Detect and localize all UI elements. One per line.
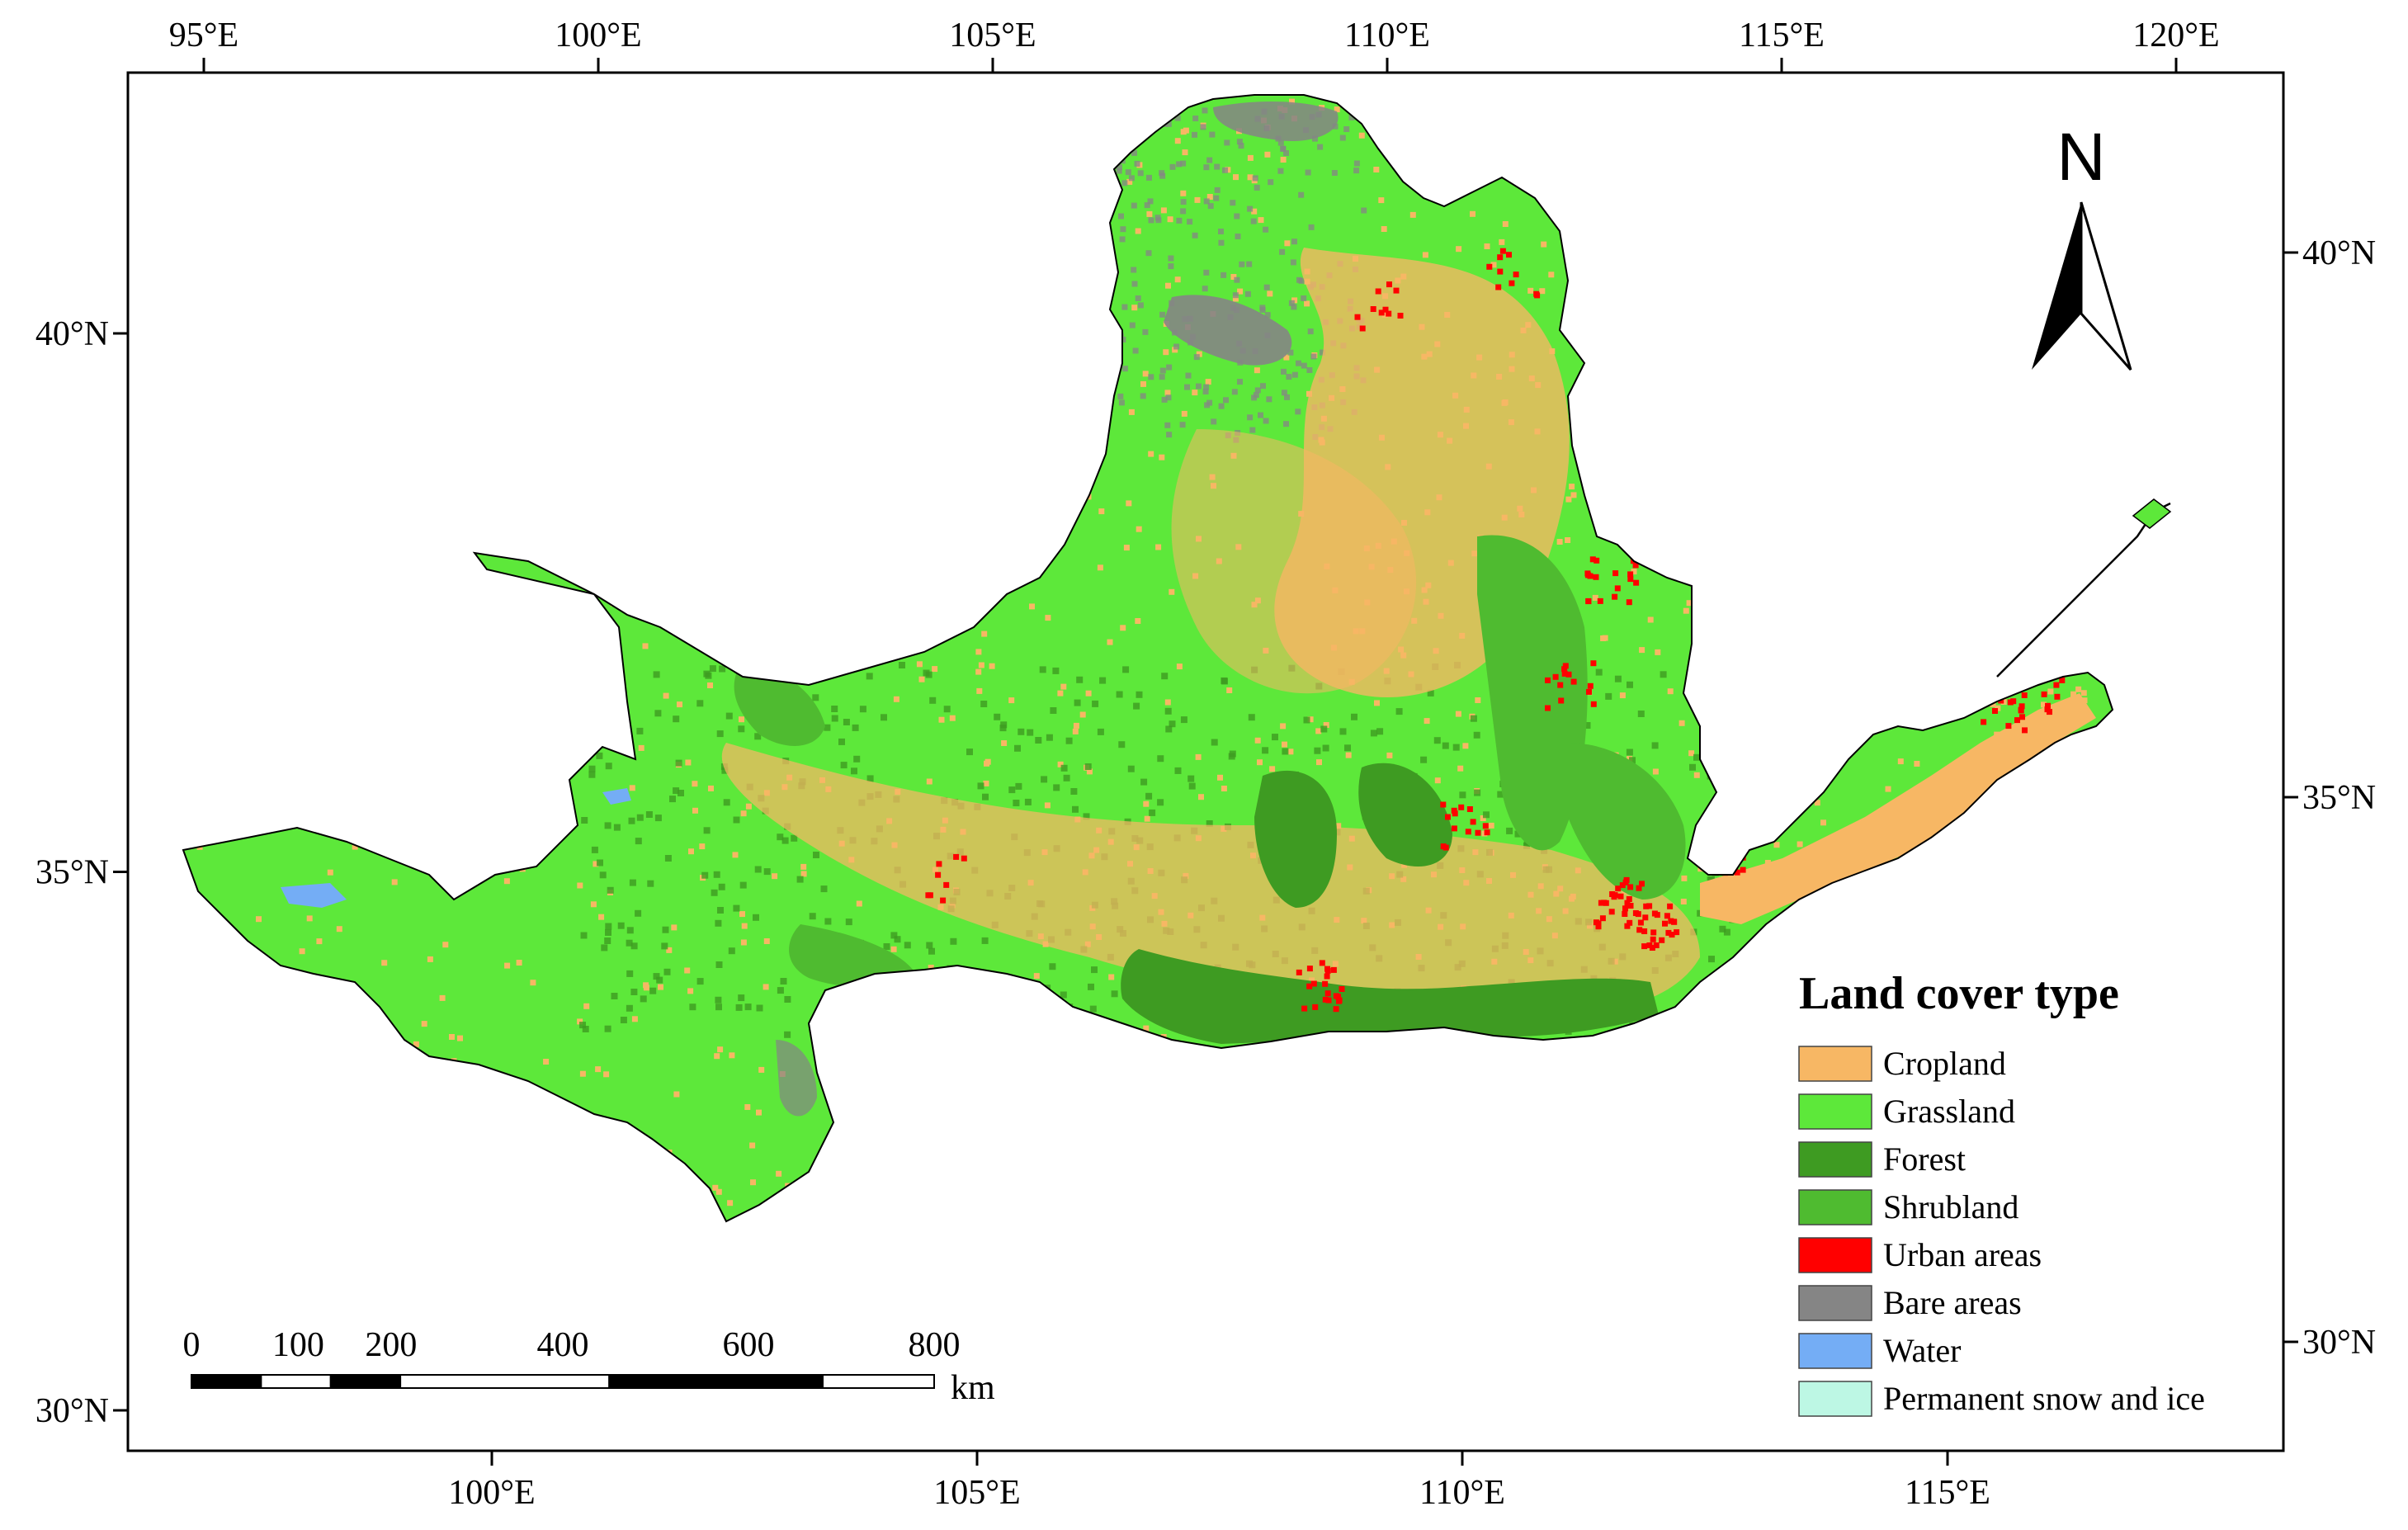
legend-label: Grassland bbox=[1883, 1093, 2015, 1130]
bottom-longitude-ticks: 100°E 105°E 110°E 115°E bbox=[448, 1451, 1990, 1512]
legend-title: Land cover type bbox=[1799, 968, 2119, 1019]
legend-label: Cropland bbox=[1883, 1045, 2006, 1082]
cropland-north-plateau bbox=[1171, 429, 1417, 694]
left-latitude-ticks: 40°N 35°N 30°N bbox=[35, 315, 128, 1430]
north-arrow-label: N bbox=[2056, 120, 2105, 195]
left-tick-label: 35°N bbox=[35, 854, 109, 892]
bare-southwest bbox=[776, 1040, 817, 1117]
bare-hetao-desert bbox=[1164, 295, 1292, 366]
legend-swatch bbox=[1798, 1189, 1872, 1225]
scale-unit-label: km bbox=[951, 1369, 995, 1407]
top-tick-label: 120°E bbox=[2132, 17, 2219, 54]
cropland-lower-reach bbox=[1700, 693, 2096, 924]
scale-tick-label: 100 bbox=[272, 1326, 324, 1364]
legend-swatch bbox=[1798, 1333, 1872, 1369]
bare-north-edge bbox=[1213, 102, 1339, 141]
right-latitude-ticks: 40°N 35°N 30°N bbox=[2283, 234, 2376, 1362]
cropland-central-band bbox=[721, 743, 1701, 1018]
right-tick-label: 40°N bbox=[2302, 234, 2376, 272]
river-mouth-patch bbox=[2132, 498, 2172, 529]
scale-bar: 0 100 200 400 600 800 km bbox=[183, 1326, 996, 1407]
basin-boundary bbox=[182, 94, 2114, 1223]
urban-areas bbox=[925, 248, 2066, 1013]
top-tick-label: 105°E bbox=[949, 17, 1036, 54]
legend: Land cover type Cropland Grassland Forest S… bbox=[1798, 968, 2205, 1417]
legend-swatch bbox=[1798, 1046, 1872, 1082]
top-longitude-ticks: 95°E 100°E 105°E 110°E 115°E 120°E bbox=[169, 17, 2220, 73]
scale-tick-label: 600 bbox=[723, 1326, 775, 1364]
lower-reach-channel bbox=[1996, 502, 2171, 678]
legend-swatch bbox=[1798, 1285, 1872, 1321]
scale-tick-label: 800 bbox=[909, 1326, 961, 1364]
forest-ziwuling bbox=[1254, 770, 1337, 908]
top-tick-label: 115°E bbox=[1739, 17, 1825, 54]
legend-label: Forest bbox=[1883, 1140, 1966, 1178]
north-arrow-left-half bbox=[2032, 202, 2081, 370]
scale-tick-label: 400 bbox=[537, 1326, 589, 1364]
legend-label: Bare areas bbox=[1883, 1284, 2022, 1321]
map-frame bbox=[126, 71, 2285, 1452]
north-arrow-right-half bbox=[2080, 201, 2132, 371]
legend-swatch bbox=[1798, 1093, 1872, 1130]
scale-segment bbox=[191, 1374, 262, 1389]
scale-segment bbox=[329, 1374, 402, 1389]
water-small-lake bbox=[602, 788, 631, 805]
legend-swatch bbox=[1798, 1381, 1872, 1417]
shrubland-east-edge bbox=[1568, 743, 1686, 900]
north-arrow: N bbox=[2032, 120, 2132, 371]
left-tick-label: 30°N bbox=[35, 1392, 109, 1430]
legend-label: Urban areas bbox=[1883, 1236, 2042, 1273]
left-tick-label: 40°N bbox=[35, 315, 109, 353]
scale-tick-label: 200 bbox=[365, 1326, 417, 1364]
bottom-tick-label: 105°E bbox=[933, 1474, 1020, 1512]
bottom-tick-label: 100°E bbox=[448, 1474, 535, 1512]
scale-segment bbox=[260, 1374, 332, 1389]
forest-huanglong bbox=[1358, 763, 1452, 867]
scale-segment bbox=[399, 1374, 611, 1389]
legend-label: Shrubland bbox=[1883, 1188, 2018, 1225]
legend-label: Water bbox=[1883, 1332, 1962, 1369]
legend-swatch bbox=[1798, 1237, 1872, 1273]
water-gyaring-ngoring bbox=[281, 883, 347, 908]
scale-segment bbox=[822, 1374, 935, 1389]
top-tick-label: 100°E bbox=[555, 17, 641, 54]
right-tick-label: 35°N bbox=[2302, 779, 2376, 817]
scale-segment bbox=[608, 1374, 824, 1389]
legend-swatch bbox=[1798, 1141, 1872, 1178]
bottom-tick-label: 110°E bbox=[1419, 1474, 1505, 1512]
top-tick-label: 110°E bbox=[1344, 17, 1430, 54]
legend-label: Permanent snow and ice bbox=[1883, 1380, 2205, 1417]
forest-south-qinghai bbox=[789, 924, 916, 987]
bottom-tick-label: 115°E bbox=[1905, 1474, 1990, 1512]
forest-liupan bbox=[734, 660, 825, 746]
scale-tick-label: 0 bbox=[183, 1326, 201, 1364]
right-tick-label: 30°N bbox=[2302, 1324, 2376, 1362]
shrubland-luliang bbox=[1477, 535, 1588, 851]
forest-qinling bbox=[1121, 949, 1659, 1044]
top-tick-label: 95°E bbox=[169, 17, 238, 54]
